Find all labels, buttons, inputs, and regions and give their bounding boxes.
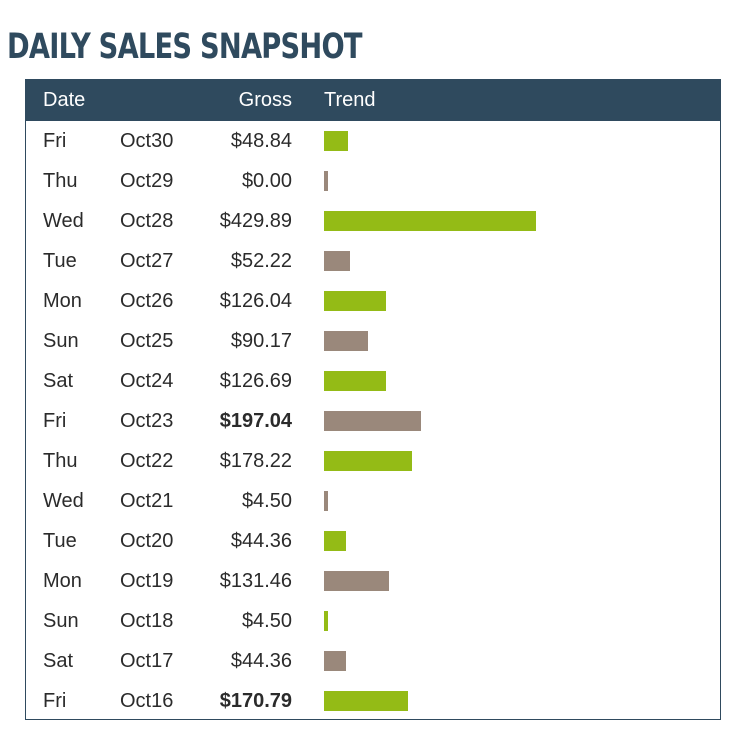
- row-date: Oct24: [120, 370, 174, 392]
- table-row: Mon Oct19 $131.46: [26, 561, 720, 601]
- row-day: Thu: [43, 170, 78, 192]
- table-row: Mon Oct26 $126.04: [26, 281, 720, 321]
- row-date: Oct23: [120, 410, 174, 432]
- row-day: Mon: [43, 290, 82, 312]
- row-gross: $126.04: [219, 290, 292, 312]
- row-day: Tue: [43, 250, 77, 272]
- row-day: Fri: [43, 130, 67, 152]
- row-date: Oct19: [120, 570, 174, 592]
- row-gross: $4.50: [241, 490, 292, 512]
- trend-bar: [324, 211, 536, 231]
- row-gross: $44.36: [230, 530, 292, 552]
- row-date: Oct16: [120, 690, 174, 712]
- row-gross: $178.22: [219, 450, 292, 472]
- row-date: Oct28: [120, 210, 174, 232]
- row-gross: $4.50: [241, 610, 292, 632]
- header-date: Date: [43, 89, 86, 111]
- trend-bar: [324, 691, 408, 711]
- row-date: Oct22: [120, 450, 174, 472]
- trend-bar: [324, 531, 346, 551]
- row-day: Wed: [43, 490, 84, 512]
- row-day: Fri: [43, 410, 67, 432]
- table-row: Sun Oct25 $90.17: [26, 321, 720, 361]
- sales-table: Date Gross Trend Fri Oct30 $48.84 Thu Oct29 $…: [25, 79, 721, 720]
- table-row: Tue Oct27 $52.22: [26, 241, 720, 281]
- row-gross: $48.84: [230, 130, 292, 152]
- row-date: Oct26: [120, 290, 174, 312]
- table-row: Wed Oct21 $4.50: [26, 481, 720, 521]
- row-day: Tue: [43, 530, 77, 552]
- table-row: Thu Oct22 $178.22: [26, 441, 720, 481]
- row-day: Sun: [43, 330, 79, 352]
- trend-bar: [324, 131, 348, 151]
- header-trend: Trend: [324, 89, 376, 111]
- row-gross: $170.79: [219, 690, 292, 712]
- row-gross: $90.17: [230, 330, 292, 352]
- header-gross: Gross: [238, 89, 292, 111]
- table-row: Fri Oct23 $197.04: [26, 401, 720, 441]
- row-date: Oct27: [120, 250, 174, 272]
- table-header: Date Gross Trend: [26, 80, 720, 121]
- page-title: DAILY SALES SNAPSHOT: [7, 27, 363, 67]
- row-date: Oct25: [120, 330, 174, 352]
- trend-bar: [324, 491, 328, 511]
- table-row: Sat Oct24 $126.69: [26, 361, 720, 401]
- table-row: Thu Oct29 $0.00: [26, 161, 720, 201]
- table-row: Sun Oct18 $4.50: [26, 601, 720, 641]
- table-row: Fri Oct16 $170.79: [26, 681, 720, 721]
- trend-bar: [324, 251, 350, 271]
- trend-bar: [324, 611, 328, 631]
- row-gross: $0.00: [241, 170, 292, 192]
- trend-bar: [324, 571, 389, 591]
- row-date: Oct17: [120, 650, 174, 672]
- row-day: Mon: [43, 570, 82, 592]
- row-day: Wed: [43, 210, 84, 232]
- table-row: Tue Oct20 $44.36: [26, 521, 720, 561]
- trend-bar: [324, 451, 412, 471]
- row-gross: $131.46: [219, 570, 292, 592]
- row-date: Oct21: [120, 490, 174, 512]
- row-date: Oct29: [120, 170, 174, 192]
- row-date: Oct20: [120, 530, 174, 552]
- row-gross: $197.04: [219, 410, 292, 432]
- row-day: Fri: [43, 690, 67, 712]
- trend-bar: [324, 651, 346, 671]
- trend-bar: [324, 371, 386, 391]
- trend-bar: [324, 411, 421, 431]
- table-row: Sat Oct17 $44.36: [26, 641, 720, 681]
- table-row: Fri Oct30 $48.84: [26, 121, 720, 161]
- row-date: Oct18: [120, 610, 174, 632]
- row-day: Sun: [43, 610, 79, 632]
- row-date: Oct30: [120, 130, 174, 152]
- row-gross: $126.69: [219, 370, 292, 392]
- table-row: Wed Oct28 $429.89: [26, 201, 720, 241]
- row-day: Sat: [43, 370, 74, 392]
- row-day: Sat: [43, 650, 74, 672]
- row-gross: $429.89: [219, 210, 292, 232]
- trend-bar: [324, 331, 368, 351]
- row-day: Thu: [43, 450, 78, 472]
- trend-bar: [324, 171, 328, 191]
- trend-bar: [324, 291, 386, 311]
- row-gross: $44.36: [230, 650, 292, 672]
- row-gross: $52.22: [230, 250, 292, 272]
